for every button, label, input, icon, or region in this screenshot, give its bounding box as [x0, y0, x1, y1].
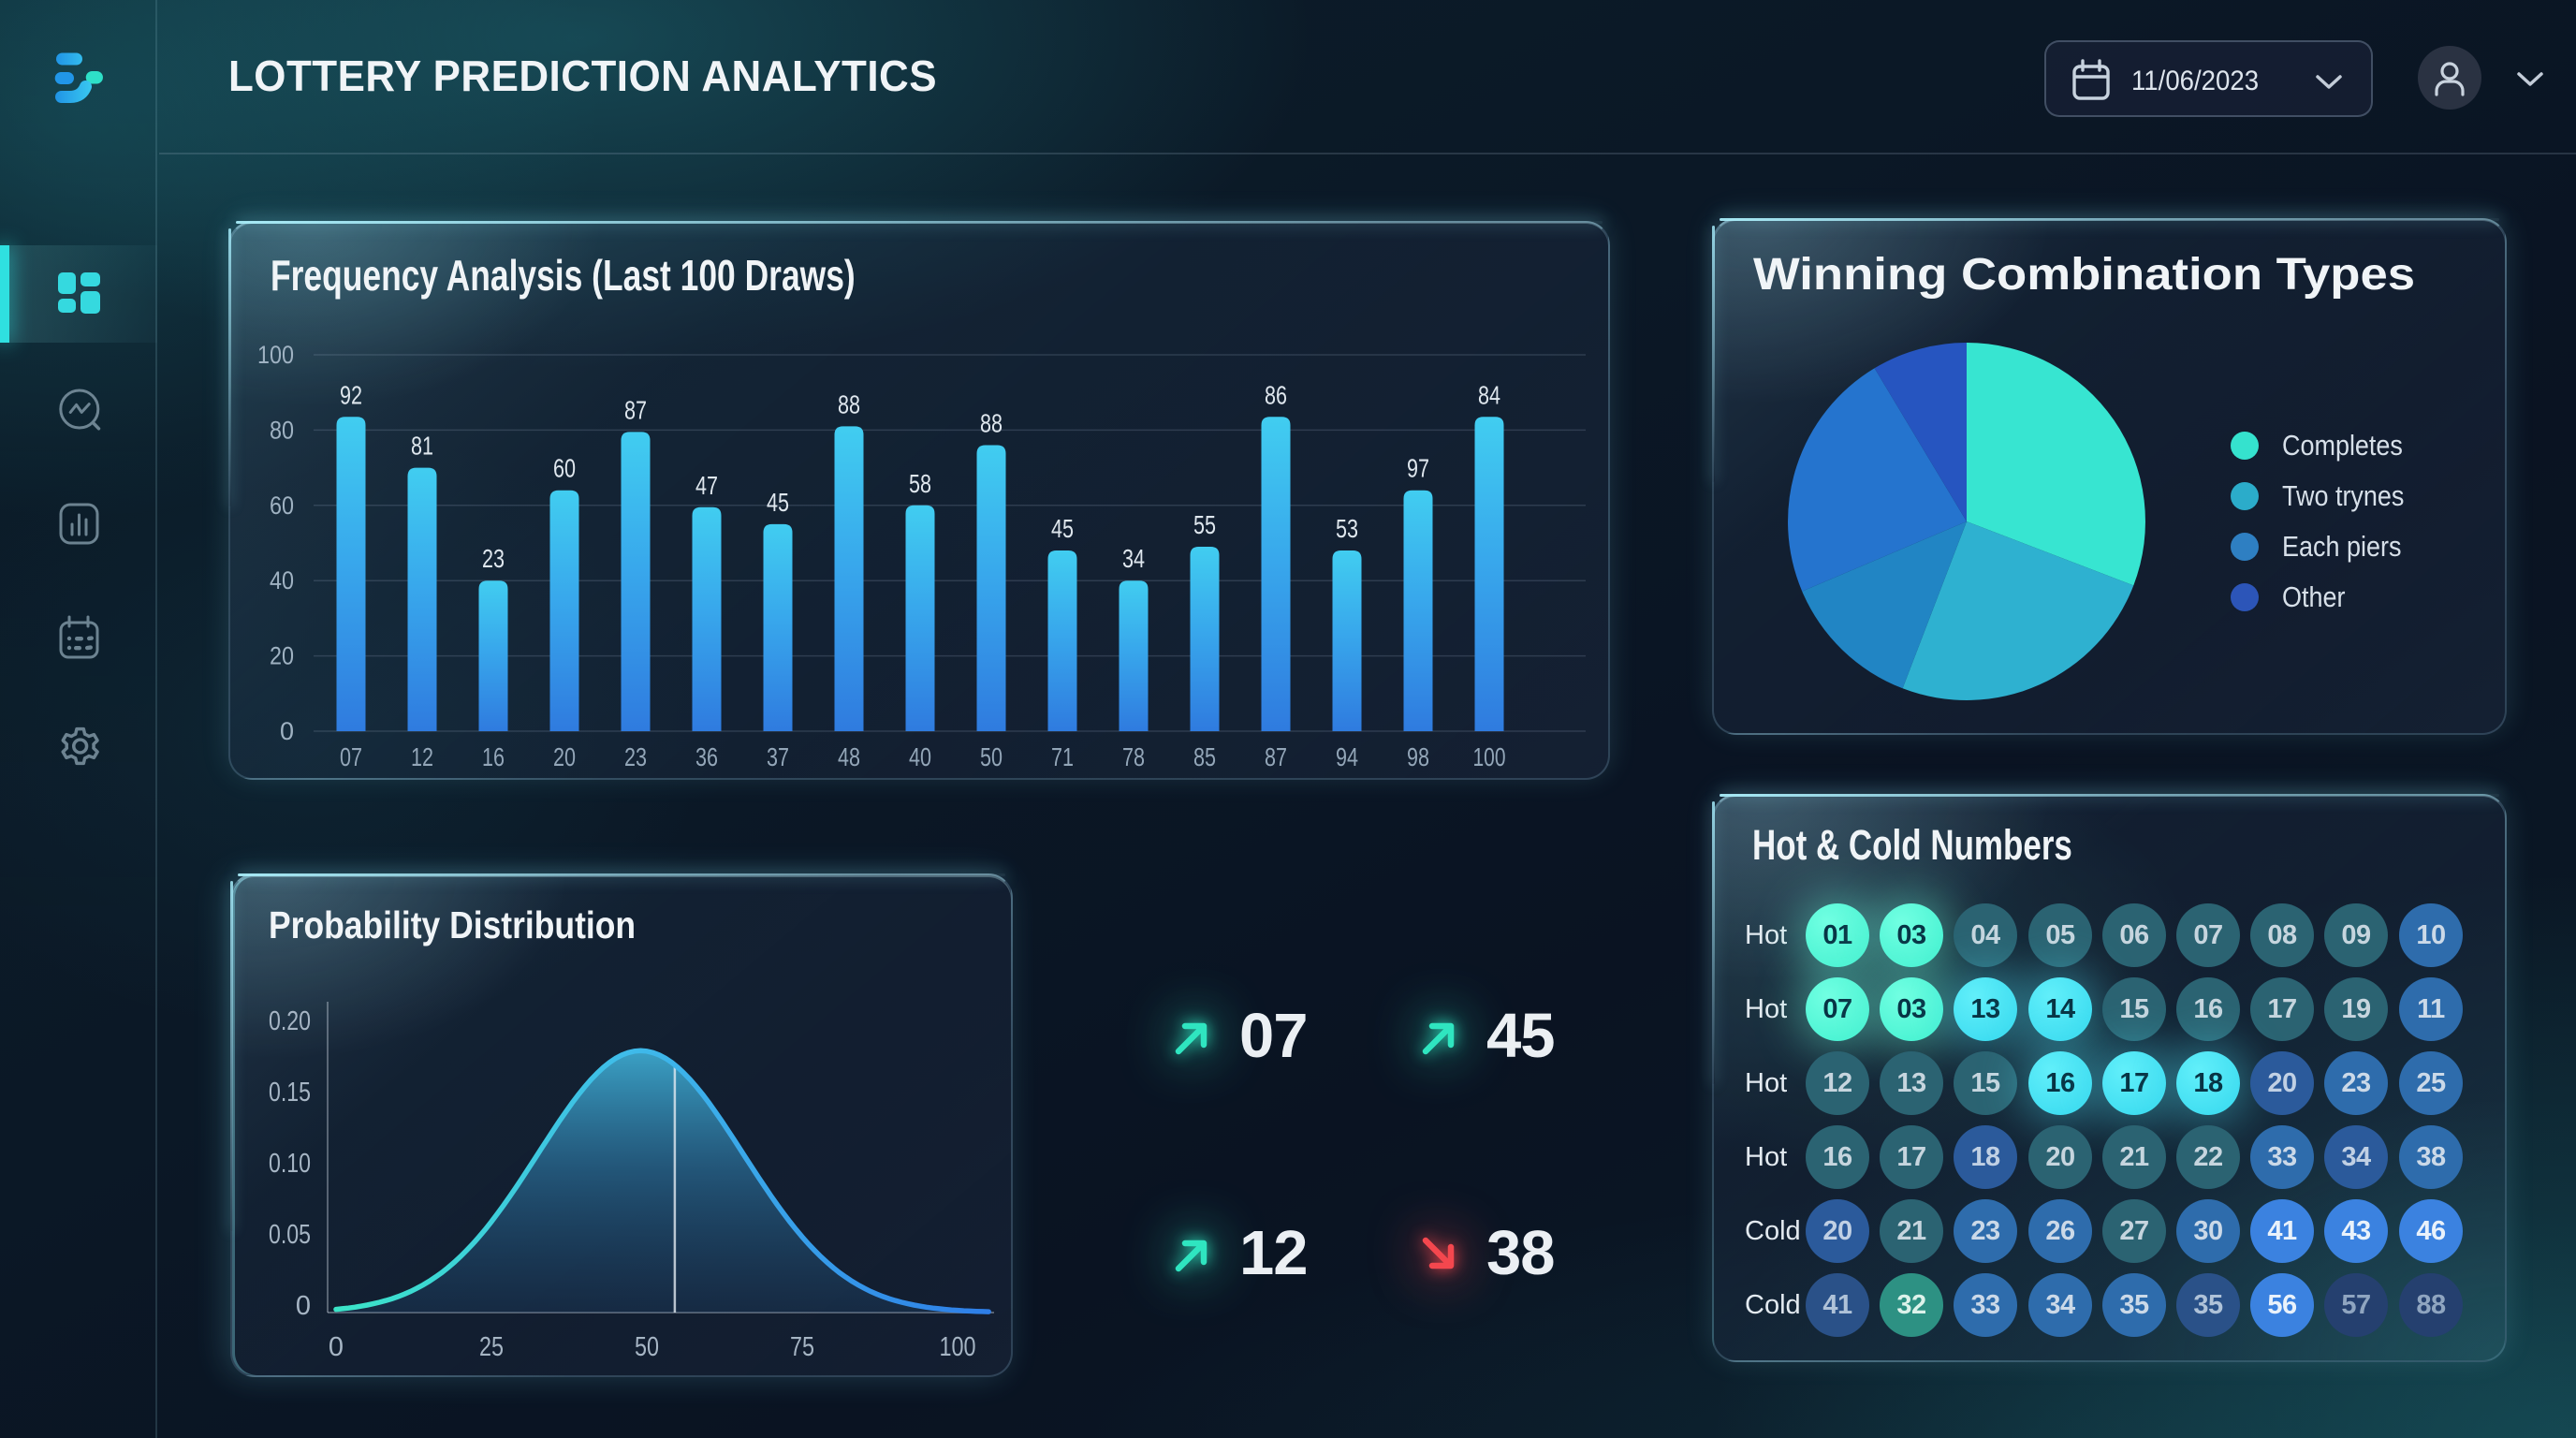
svg-text:50: 50	[980, 742, 1003, 771]
svg-text:60: 60	[553, 454, 576, 483]
svg-text:0: 0	[296, 1291, 311, 1321]
svg-text:16: 16	[482, 742, 505, 771]
svg-text:20: 20	[270, 642, 294, 670]
svg-text:23: 23	[624, 742, 647, 771]
svg-text:40: 40	[909, 742, 931, 771]
svg-text:81: 81	[411, 432, 433, 461]
svg-text:88: 88	[980, 409, 1003, 438]
svg-text:84: 84	[1478, 380, 1500, 409]
svg-text:87: 87	[1265, 742, 1287, 771]
svg-text:100: 100	[940, 1332, 976, 1362]
svg-text:58: 58	[909, 469, 931, 498]
svg-text:86: 86	[1265, 380, 1287, 409]
svg-text:37: 37	[767, 742, 789, 771]
svg-text:97: 97	[1407, 454, 1429, 483]
svg-text:0: 0	[280, 717, 294, 745]
svg-text:94: 94	[1336, 742, 1358, 771]
svg-text:23: 23	[482, 544, 505, 573]
svg-text:53: 53	[1336, 514, 1358, 543]
svg-text:48: 48	[838, 742, 860, 771]
svg-text:50: 50	[635, 1332, 659, 1362]
svg-text:0.15: 0.15	[269, 1078, 311, 1108]
svg-text:60: 60	[270, 492, 294, 520]
svg-text:0.10: 0.10	[269, 1149, 311, 1179]
svg-text:0.20: 0.20	[269, 1006, 311, 1036]
svg-text:0.05: 0.05	[269, 1220, 311, 1250]
svg-text:45: 45	[1051, 514, 1074, 543]
svg-text:36: 36	[695, 742, 718, 771]
svg-text:100: 100	[257, 341, 294, 369]
svg-text:47: 47	[695, 471, 718, 500]
svg-text:87: 87	[624, 395, 647, 424]
svg-text:45: 45	[767, 488, 789, 517]
svg-text:34: 34	[1122, 544, 1145, 573]
svg-text:75: 75	[790, 1332, 814, 1362]
svg-text:07: 07	[340, 742, 362, 771]
svg-text:71: 71	[1051, 742, 1074, 771]
svg-text:100: 100	[1473, 742, 1506, 771]
svg-text:80: 80	[270, 416, 294, 444]
svg-text:20: 20	[553, 742, 576, 771]
svg-text:0: 0	[329, 1332, 344, 1362]
svg-text:92: 92	[340, 380, 362, 409]
svg-text:55: 55	[1193, 510, 1216, 539]
svg-text:98: 98	[1407, 742, 1429, 771]
svg-text:40: 40	[270, 566, 294, 594]
svg-text:85: 85	[1193, 742, 1216, 771]
svg-text:78: 78	[1122, 742, 1145, 771]
svg-text:12: 12	[411, 742, 433, 771]
svg-text:25: 25	[479, 1332, 504, 1362]
svg-text:88: 88	[838, 389, 860, 418]
